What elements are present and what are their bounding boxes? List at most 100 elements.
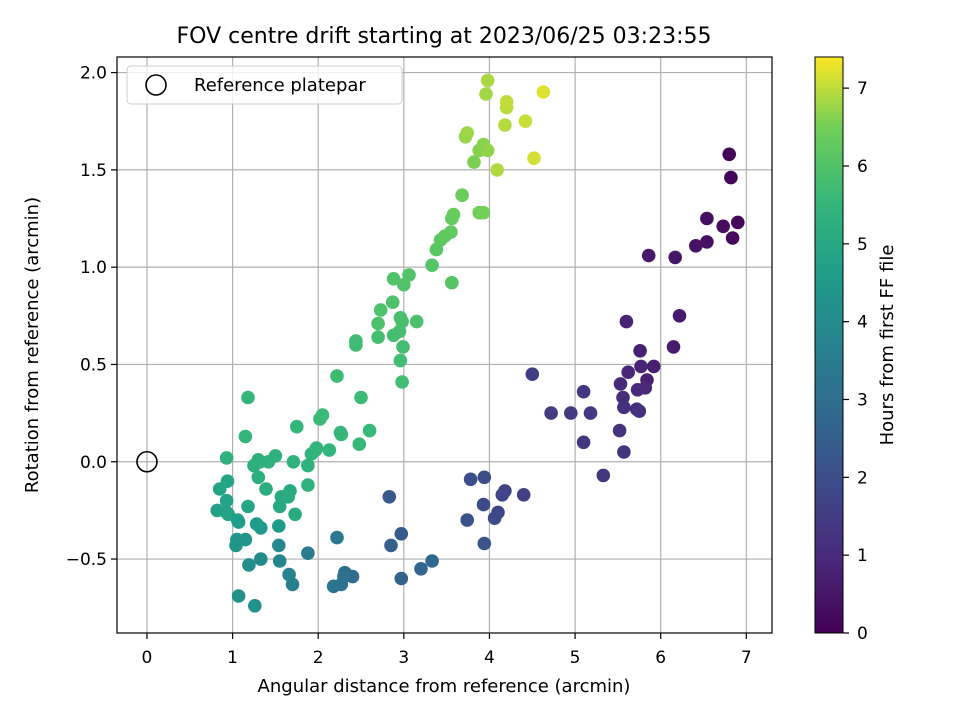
data-point — [241, 390, 255, 405]
data-point — [242, 558, 256, 572]
reference-platepar-marker — [136, 450, 158, 473]
data-point — [525, 367, 540, 382]
data-point — [272, 538, 286, 553]
data-point — [286, 455, 301, 469]
data-point — [634, 359, 648, 374]
data-point — [414, 562, 428, 576]
data-point — [630, 383, 645, 397]
data-point — [248, 599, 262, 613]
data-point — [722, 147, 736, 162]
data-point — [445, 275, 459, 290]
data-point — [249, 517, 264, 531]
data-point — [621, 365, 635, 380]
colorbar-tick-label: 2 — [857, 468, 868, 488]
data-point — [479, 87, 493, 101]
data-point — [402, 268, 416, 282]
data-point — [231, 589, 246, 603]
y-tick-label: 1.0 — [80, 258, 107, 278]
data-point — [516, 488, 531, 502]
data-point — [219, 451, 234, 465]
data-point — [349, 334, 363, 348]
data-point — [596, 468, 611, 483]
data-point — [444, 225, 458, 239]
data-point — [536, 85, 551, 99]
data-point — [354, 390, 368, 405]
data-point — [460, 126, 475, 140]
data-point — [725, 231, 740, 245]
colorbar-tick-label: 5 — [857, 235, 868, 255]
data-point — [700, 235, 714, 249]
data-point — [480, 73, 495, 88]
data-point — [238, 429, 253, 444]
data-point — [393, 311, 408, 325]
data-point — [371, 316, 385, 331]
y-tick-label: 2.0 — [80, 64, 107, 84]
data-point — [301, 458, 315, 473]
colorbar-label: Hours from first FF file — [877, 245, 898, 446]
data-point — [393, 353, 408, 368]
data-point — [476, 497, 491, 512]
x-tick-label: 3 — [398, 648, 409, 668]
x-tick-label: 6 — [655, 648, 666, 668]
data-point — [647, 359, 661, 374]
data-point — [301, 478, 315, 492]
data-point — [716, 219, 730, 234]
y-axis-ticks: −0.5 0.0 0.5 1.0 1.5 2.0 — [66, 64, 117, 570]
legend-box — [126, 65, 403, 105]
colorbar-gradient — [814, 56, 844, 634]
data-point — [731, 215, 745, 230]
y-tick-label: 0.5 — [80, 355, 107, 375]
x-tick-label: 2 — [313, 648, 324, 668]
data-point — [352, 437, 367, 452]
data-point — [395, 375, 409, 389]
data-point — [384, 538, 398, 553]
data-point — [251, 453, 266, 467]
data-point — [282, 567, 296, 582]
data-point — [666, 340, 681, 354]
data-point — [477, 536, 492, 551]
data-point — [386, 272, 401, 286]
legend-label-reference-platepar: Reference platepar — [194, 75, 366, 96]
data-point — [446, 207, 461, 222]
data-point — [612, 423, 627, 438]
data-point — [490, 163, 505, 177]
data-point — [253, 552, 268, 566]
y-tick-label: 0.0 — [80, 453, 107, 473]
data-point — [288, 507, 302, 522]
data-point — [333, 425, 348, 440]
data-point — [221, 507, 236, 522]
data-point — [373, 303, 388, 317]
data-point — [576, 384, 591, 399]
data-point — [576, 435, 591, 450]
data-point — [251, 470, 266, 485]
x-axis-ticks: 0 1 2 3 4 5 6 7 — [142, 633, 752, 668]
legend: Reference platepar — [126, 65, 403, 105]
data-point — [477, 470, 492, 485]
data-point — [480, 143, 495, 158]
data-points — [210, 73, 745, 613]
data-point — [617, 445, 631, 459]
data-point — [220, 474, 235, 489]
data-point — [409, 314, 424, 329]
data-point — [487, 511, 502, 525]
data-point — [259, 482, 273, 496]
x-tick-label: 0 — [142, 648, 153, 668]
data-point — [382, 490, 397, 504]
plot-area: 0 1 2 3 4 5 6 7 −0.5 0.0 0.5 1.0 1.5 2.0 — [66, 56, 773, 668]
data-point — [616, 390, 630, 405]
grid — [117, 57, 772, 633]
data-point — [583, 406, 598, 420]
data-point — [498, 118, 512, 132]
y-axis-label: Rotation from reference (arcmin) — [22, 197, 43, 493]
data-point — [396, 340, 410, 354]
x-tick-label: 1 — [227, 648, 238, 668]
data-point — [394, 571, 409, 586]
data-point — [619, 314, 634, 329]
data-point — [564, 406, 578, 420]
data-point — [330, 369, 344, 383]
data-point — [460, 513, 475, 527]
data-point — [290, 419, 304, 434]
data-point — [632, 404, 647, 419]
data-point — [689, 239, 703, 253]
